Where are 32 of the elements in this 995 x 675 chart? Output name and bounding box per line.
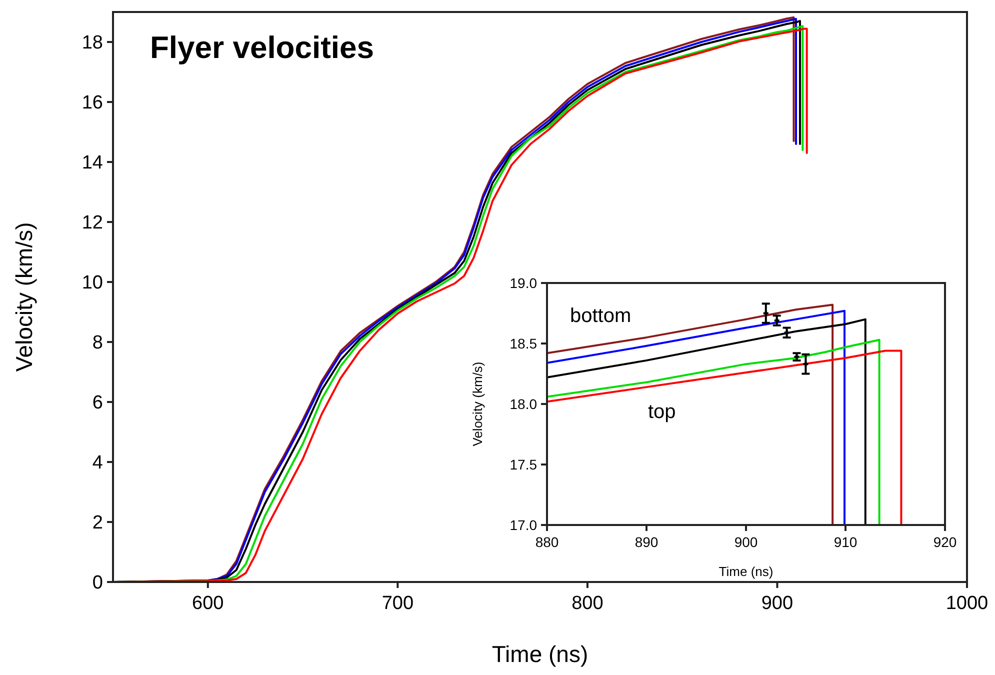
x-tick-label: 900 — [761, 593, 794, 614]
y-tick-label: 16 — [82, 92, 103, 114]
x-tick-label: 890 — [634, 534, 658, 550]
x-tick-label: 910 — [834, 534, 858, 550]
y-tick-label: 17.0 — [510, 516, 538, 533]
x-tick-label: 900 — [734, 534, 758, 550]
y-tick-label: 17.5 — [510, 456, 538, 472]
x-axis-title: Time (ns) — [492, 641, 588, 667]
y-tick-label: 12 — [82, 212, 103, 234]
y-tick-label: 18.0 — [510, 396, 538, 412]
y-tick-label: 6 — [92, 392, 103, 414]
x-tick-label: 800 — [572, 593, 604, 614]
y-tick-label: 18.5 — [510, 335, 538, 352]
x-tick-label: 920 — [933, 534, 957, 550]
x-tick-label: 600 — [192, 593, 224, 614]
y-axis-title: Velocity (km/s) — [470, 362, 485, 446]
x-tick-label: 700 — [382, 593, 414, 614]
x-tick-label: 880 — [535, 534, 559, 550]
y-tick-label: 4 — [92, 452, 104, 474]
y-tick-label: 14 — [82, 152, 104, 174]
y-tick-label: 18 — [82, 32, 103, 54]
y-tick-label: 0 — [92, 572, 103, 594]
y-tick-label: 10 — [82, 272, 103, 294]
x-tick-label: 1000 — [946, 593, 988, 614]
annotation: top — [648, 401, 676, 423]
annotation: bottom — [570, 305, 632, 327]
y-axis-title: Velocity (km/s) — [11, 222, 37, 372]
x-axis-title: Time (ns) — [718, 564, 774, 579]
y-tick-label: 2 — [92, 512, 103, 534]
text: Flyer velocities — [150, 30, 374, 65]
y-tick-label: 19.0 — [510, 274, 538, 291]
y-tick-label: 8 — [92, 332, 103, 354]
